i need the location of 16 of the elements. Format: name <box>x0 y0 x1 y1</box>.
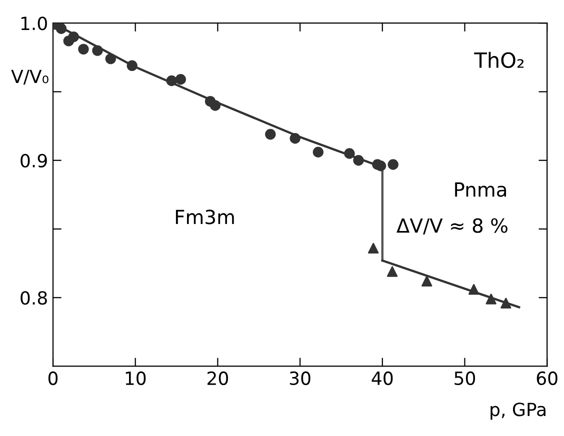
x-tick-label: 50 <box>454 371 476 386</box>
x-tick-label: 30 <box>290 371 310 386</box>
x-tick-label: 60 <box>536 371 558 386</box>
y-axis-title: V/V₀ <box>11 70 48 85</box>
x-tick-label: 10 <box>126 371 146 386</box>
x-tick-label: 40 <box>372 371 393 386</box>
annotation: Pnma <box>455 182 506 197</box>
x-tick-label: 0 <box>48 371 58 386</box>
y-tick-label: 1.0 <box>21 16 47 30</box>
annotation: ΔV/V ≈ 8 % <box>396 218 508 234</box>
text: ThO₂ <box>474 52 524 68</box>
y-tick-label: 0.8 <box>20 291 47 305</box>
x-axis-title: p, GPa <box>490 402 546 420</box>
y-tick-label: 0.9 <box>20 154 47 168</box>
annotation: Fm3m <box>176 210 234 224</box>
x-tick-label: 20 <box>208 371 228 386</box>
